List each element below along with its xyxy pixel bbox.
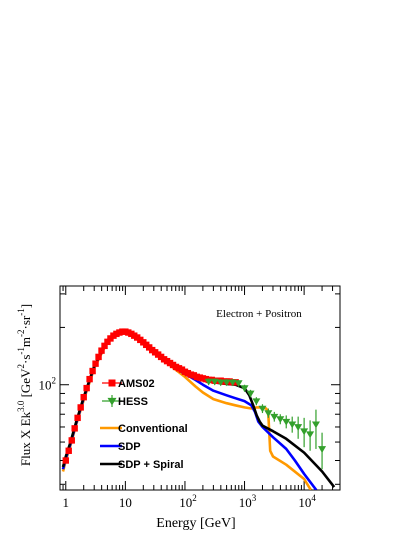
data-point-hess bbox=[252, 398, 261, 406]
data-point-hess bbox=[258, 405, 267, 413]
data-point-ams02 bbox=[71, 425, 78, 432]
axis-ticks: 1 10 102 103 104 102 bbox=[39, 286, 341, 510]
legend-marker-hess bbox=[107, 397, 117, 406]
data-point-hess bbox=[240, 385, 249, 393]
data-point-hess bbox=[288, 421, 297, 429]
data-point-hess bbox=[318, 446, 327, 453]
x-tick-label: 102 bbox=[179, 493, 197, 510]
data-point-ams02 bbox=[101, 342, 108, 350]
data-point-ams02 bbox=[89, 367, 96, 375]
data-point-ams02 bbox=[80, 394, 87, 401]
chart-annotation: Electron + Positron bbox=[216, 308, 302, 320]
data-point-hess bbox=[204, 378, 213, 386]
data-point-hess bbox=[300, 428, 309, 436]
x-tick-label: 104 bbox=[298, 493, 316, 510]
data-point-hess bbox=[246, 390, 255, 398]
legend-marker-ams02 bbox=[108, 379, 116, 387]
legend-label-conventional: Conventional bbox=[118, 423, 188, 435]
legend-label-ams02: AMS02 bbox=[118, 378, 155, 390]
data-point-hess bbox=[306, 431, 315, 439]
legend: AMS02 HESS Conventional SDP SDP + Spiral bbox=[100, 378, 188, 471]
data-point-ams02 bbox=[232, 379, 239, 386]
data-point-ams02 bbox=[95, 353, 102, 361]
plot-border bbox=[59, 285, 341, 491]
data-point-ams02 bbox=[74, 414, 81, 422]
data-point-hess bbox=[311, 421, 320, 429]
data-point-hess bbox=[276, 416, 285, 424]
data-point-ams02 bbox=[65, 447, 72, 454]
data-point-hess bbox=[294, 424, 303, 431]
series-group bbox=[61, 328, 336, 490]
data-point-hess bbox=[270, 413, 279, 421]
data-point-ams02 bbox=[92, 360, 99, 367]
data-point-ams02 bbox=[68, 437, 75, 444]
data-point-hess bbox=[222, 379, 231, 387]
legend-label-sdp: SDP bbox=[118, 441, 141, 453]
data-point-ams02 bbox=[98, 347, 105, 354]
data-point-hess bbox=[264, 410, 273, 418]
plot-area bbox=[61, 328, 336, 490]
x-tick-label: 1 bbox=[63, 495, 70, 510]
data-point-ams02 bbox=[77, 404, 84, 411]
data-point-hess bbox=[210, 378, 219, 386]
x-axis-label: Energy [GeV] bbox=[156, 516, 235, 531]
y-axis-label: Flux X Ek3.0 [GeV2·s-1m-2·sr-1] bbox=[16, 304, 33, 466]
legend-label-hess: HESS bbox=[118, 396, 148, 408]
data-point-hess bbox=[216, 379, 225, 387]
x-tick-label: 10 bbox=[119, 495, 132, 510]
x-tick-label: 103 bbox=[239, 493, 257, 510]
y-tick-label: 102 bbox=[39, 376, 57, 393]
data-point-ams02 bbox=[62, 457, 69, 464]
plot-frame bbox=[59, 285, 341, 491]
data-point-ams02 bbox=[83, 384, 90, 392]
data-point-ams02 bbox=[86, 375, 93, 383]
data-point-hess bbox=[234, 380, 243, 388]
legend-label-sdp-spiral: SDP + Spiral bbox=[118, 459, 184, 471]
data-point-ams02 bbox=[104, 338, 111, 346]
data-point-hess bbox=[282, 418, 291, 426]
data-point-hess bbox=[228, 379, 237, 387]
